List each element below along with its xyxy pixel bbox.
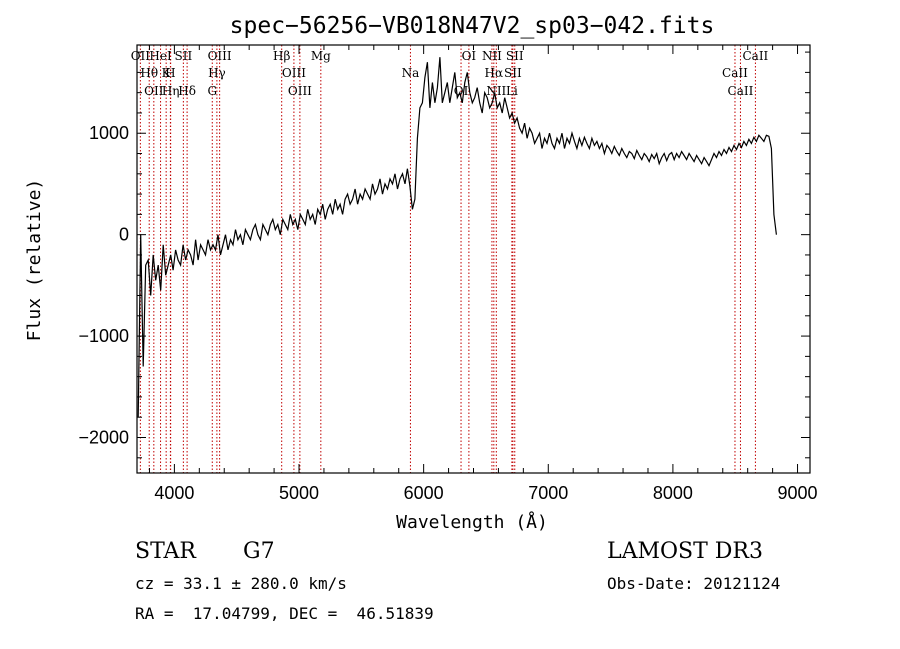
x-tick-label: 5000 [279,483,319,503]
emission-line-labels: OIIHθOIIHeIKHηSIIHHδOIIIHγGHβOIIIOIIIMgN… [131,49,769,98]
line-label-SII: SII [506,49,524,63]
object-subclass: G7 [243,539,275,564]
line-label-Na: Na [402,66,420,80]
line-label-Mg: Mg [311,49,331,63]
line-label-CaII: CaII [728,84,754,98]
redshift-value: cz = 33.1 ± 280.0 km/s [135,574,347,593]
line-label-CaII: CaII [742,49,768,63]
line-label-Hθ: Hθ [140,66,158,80]
spectrum-line [137,57,777,418]
x-tick-label: 6000 [404,483,444,503]
x-axis-label: Wavelength (Å) [396,511,548,533]
line-label-SII: SII [504,66,522,80]
line-label-Hα: Hα [485,66,504,80]
x-tick-label: 9000 [778,483,818,503]
line-label-NII: NII [482,49,502,63]
line-label-K: K [162,66,172,80]
line-label-Hδ: Hδ [178,84,196,98]
plot-frame [136,44,811,474]
line-label-G: G [207,84,217,98]
line-label-H: H [165,66,175,80]
y-tick-label: 1000 [89,123,129,143]
line-label-OIII: OIII [282,66,306,80]
line-label-Hη: Hη [162,84,180,98]
line-label-OIII: OIII [288,84,312,98]
line-label-Li: Li [506,84,518,98]
line-label-OII: OII [144,84,164,98]
line-label-OI: OI [462,49,477,63]
observation-date: Obs-Date: 20121124 [607,574,781,593]
x-tick-label: 4000 [154,483,194,503]
y-tick-label: −1000 [78,326,129,346]
x-tick-label: 7000 [528,483,568,503]
x-tick-label: 8000 [653,483,693,503]
y-axis-ticks: −2000 −1000 0 1000 [78,51,810,459]
y-axis-label: Flux (relative) [24,179,45,342]
line-label-NII: NII [486,84,506,98]
line-label-OII: OII [131,49,151,63]
line-label-Hγ: Hγ [208,66,226,80]
emission-line-markers [139,45,756,473]
coordinates: RA = 17.04799, DEC = 46.51839 [135,604,434,623]
line-label-CaII: CaII [722,66,748,80]
y-tick-label: 0 [119,225,129,245]
line-label-SII: SII [175,49,193,63]
line-label-HeI: HeI [149,49,172,63]
object-class: STAR [135,539,196,564]
chart-title: spec−56256−VB018N47V2_sp03−042.fits [230,13,715,39]
line-label-OIII: OIII [208,49,232,63]
line-label-Hβ: Hβ [273,49,290,63]
x-axis-ticks: 4000 5000 6000 7000 8000 9000 [148,45,818,503]
y-tick-label: −2000 [78,428,129,448]
survey-name: LAMOST DR3 [607,539,763,564]
